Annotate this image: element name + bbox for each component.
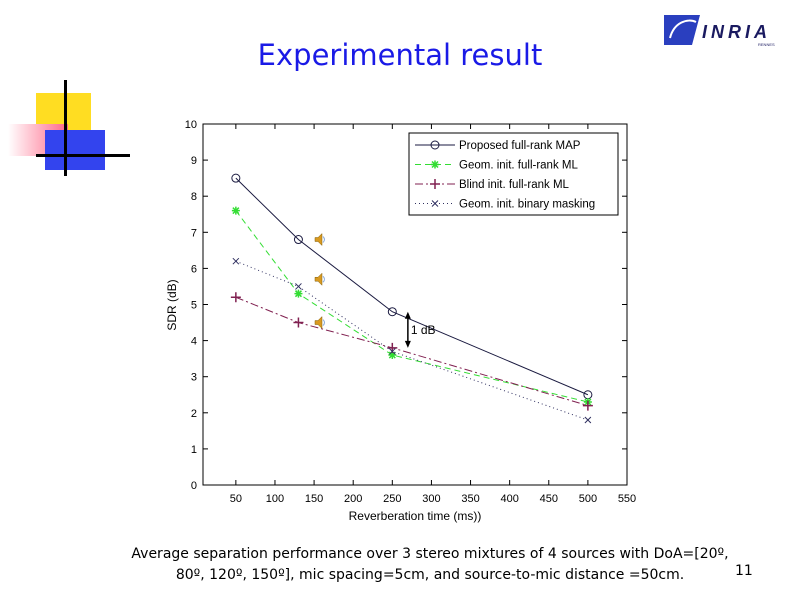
- data-point: [295, 283, 302, 290]
- y-tick-label: 5: [191, 300, 197, 312]
- data-point: [231, 206, 240, 215]
- y-tick-label: 8: [191, 191, 197, 203]
- y-axis-label: SDR (dB): [165, 279, 179, 330]
- x-tick-label: 500: [579, 493, 597, 505]
- page-number: 11: [735, 563, 753, 579]
- legend-marker: [431, 200, 439, 207]
- data-point: [294, 289, 303, 298]
- inria-logo: INRIA RENNES: [664, 15, 775, 47]
- y-tick-label: 4: [191, 336, 197, 348]
- series-line-1: [235, 210, 589, 403]
- speaker-wave-icon: [322, 319, 325, 326]
- data-point: [388, 348, 396, 355]
- y-tick-label: 7: [191, 227, 197, 239]
- caption-line-2: 80º, 120º, 150º], mic spacing=5cm, and s…: [175, 567, 685, 583]
- annotation-label: 1 dB: [411, 323, 436, 337]
- legend-box: [408, 132, 619, 216]
- slide-caption: Average separation performance over 3 st…: [120, 544, 740, 586]
- data-point: [293, 317, 304, 328]
- data-point: [232, 257, 240, 265]
- legend-marker: [430, 179, 440, 189]
- slide-title: Experimental result: [257, 38, 543, 72]
- speaker-wave-icon: [322, 236, 325, 243]
- y-tick-label: 0: [191, 480, 197, 492]
- data-point: [582, 400, 593, 411]
- legend-marker: [430, 140, 440, 150]
- x-tick-label: 100: [266, 493, 284, 505]
- series-line-0: [235, 177, 589, 396]
- y-tick-label: 9: [191, 155, 197, 167]
- legend-marker: [431, 160, 439, 169]
- y-tick-label: 6: [191, 263, 197, 275]
- speaker-wave-icon: [322, 275, 325, 283]
- data-point: [584, 416, 592, 424]
- speaker-icon: [314, 272, 323, 286]
- x-tick-label: 400: [500, 493, 518, 505]
- y-tick-label: 3: [191, 372, 197, 384]
- data-point: [231, 173, 241, 183]
- data-point: [388, 351, 397, 360]
- x-tick-label: 300: [422, 493, 440, 505]
- x-tick-label: 550: [618, 493, 636, 505]
- logo-sub: RENNES: [758, 42, 775, 47]
- x-tick-label: 350: [461, 493, 479, 505]
- legend-label: Geom. init. full-rank ML: [459, 160, 578, 172]
- x-tick-label: 150: [305, 493, 323, 505]
- speaker-icon: [314, 315, 323, 330]
- legend-label: Proposed full-rank MAP: [459, 140, 581, 152]
- data-point: [387, 307, 397, 317]
- y-tick-label: 10: [185, 119, 197, 131]
- legend-label: Geom. init. binary masking: [459, 199, 595, 211]
- arrow-head-up: [404, 311, 411, 319]
- x-tick-label: 50: [230, 493, 242, 505]
- x-tick-label: 250: [383, 493, 401, 505]
- data-point: [230, 292, 241, 303]
- arrow-head-down: [404, 340, 411, 348]
- x-axis-label: Reverberation time (ms)): [349, 509, 482, 523]
- series-line-3: [235, 260, 589, 421]
- y-tick-label: 2: [191, 408, 197, 420]
- speaker-icon: [314, 232, 323, 247]
- caption-line-1: Average separation performance over 3 st…: [131, 546, 729, 562]
- x-tick-label: 200: [344, 493, 362, 505]
- series-line-2: [235, 296, 589, 407]
- x-tick-label: 450: [540, 493, 558, 505]
- y-tick-label: 1: [191, 444, 197, 456]
- legend-label: Blind init. full-rank ML: [459, 179, 570, 191]
- data-point: [293, 235, 303, 245]
- logo-text: INRIA: [702, 22, 771, 42]
